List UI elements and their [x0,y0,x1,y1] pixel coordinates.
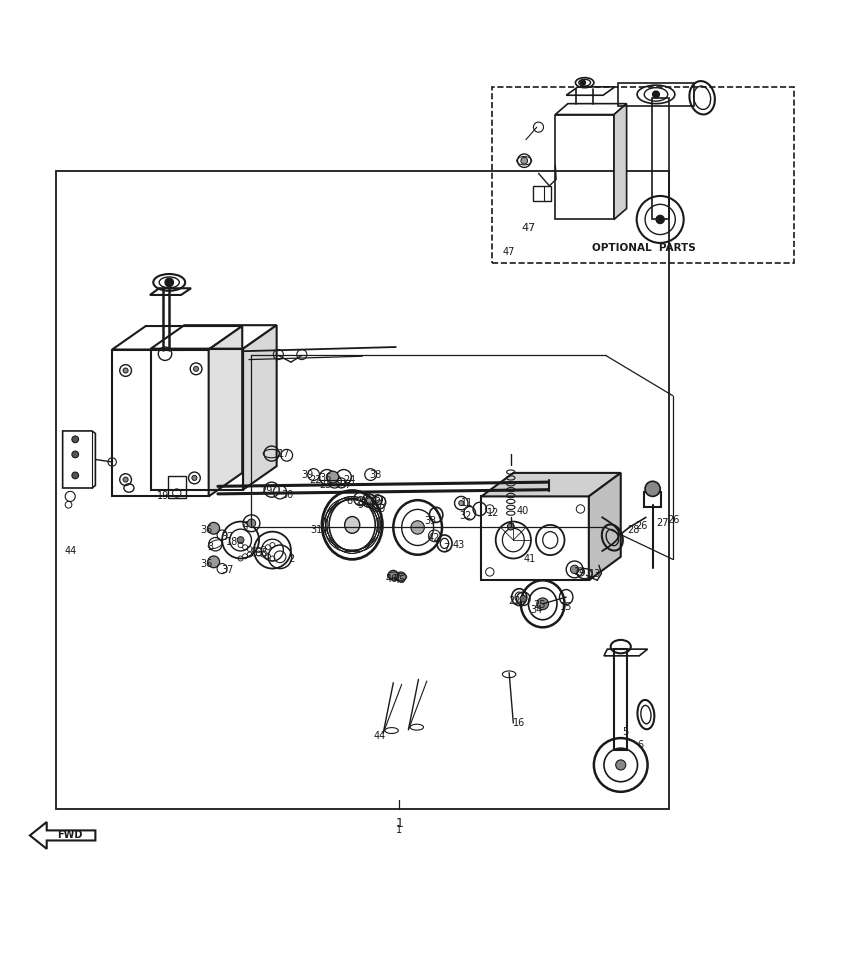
Circle shape [72,451,78,458]
Text: 2: 2 [289,554,295,564]
Text: 24: 24 [343,474,355,485]
Text: 41: 41 [524,554,536,564]
Text: 15: 15 [559,602,572,612]
Polygon shape [482,473,621,497]
Text: 30: 30 [281,490,293,500]
Text: 26: 26 [667,515,679,525]
Circle shape [580,80,585,85]
Text: 38: 38 [369,469,381,479]
Text: 47: 47 [503,247,514,258]
Text: 3: 3 [208,542,214,551]
Text: 44: 44 [374,731,386,741]
Circle shape [192,475,197,480]
Circle shape [123,477,128,482]
Text: 19: 19 [157,491,169,502]
Text: 4: 4 [242,521,249,531]
Text: 28: 28 [626,525,639,535]
Text: 34: 34 [530,605,543,615]
Circle shape [411,521,424,534]
Circle shape [570,565,578,574]
Circle shape [521,157,528,164]
Circle shape [653,91,659,98]
Text: 36: 36 [200,525,213,535]
Text: 22: 22 [310,474,322,485]
Circle shape [376,500,381,505]
Text: 1: 1 [395,817,403,830]
Circle shape [248,519,256,527]
Circle shape [72,472,78,479]
Text: 18: 18 [226,537,238,547]
Text: 39: 39 [301,469,313,479]
Text: 27: 27 [656,518,669,528]
Text: 11: 11 [461,498,473,508]
Text: 1: 1 [396,826,402,835]
Text: FWD: FWD [57,831,83,840]
Text: 46: 46 [386,574,397,584]
Text: 14: 14 [573,567,586,577]
Bar [533,185,551,201]
Circle shape [327,471,338,483]
Circle shape [208,556,220,568]
Polygon shape [589,473,621,581]
Text: 43: 43 [453,540,465,550]
Text: 44: 44 [65,546,77,556]
Text: 21: 21 [355,497,367,508]
Text: 10: 10 [374,504,386,514]
Polygon shape [209,326,242,497]
Polygon shape [614,103,626,220]
Text: 25: 25 [534,599,546,610]
Text: 35: 35 [256,549,269,558]
Circle shape [358,497,363,502]
Bar [56,171,669,808]
Circle shape [72,436,78,443]
Text: 42: 42 [427,533,440,544]
Circle shape [396,572,406,582]
Text: 32: 32 [459,510,472,520]
Circle shape [459,501,464,506]
Circle shape [656,216,664,224]
Circle shape [645,481,660,497]
Text: 16: 16 [514,718,525,728]
Text: 26: 26 [635,521,647,531]
Circle shape [366,498,371,503]
Circle shape [388,570,398,581]
Text: 45: 45 [393,575,406,586]
Circle shape [237,537,244,544]
Text: 6: 6 [637,740,644,750]
Text: 8: 8 [346,497,352,507]
Text: 23: 23 [319,479,331,490]
Polygon shape [243,325,277,490]
Text: 36: 36 [200,558,213,569]
Text: 31: 31 [311,525,322,535]
Circle shape [537,598,548,610]
Text: 47: 47 [522,223,536,233]
Text: 12: 12 [487,508,498,518]
Circle shape [508,523,514,530]
Circle shape [208,522,220,534]
Text: 9: 9 [358,500,364,509]
Text: 17: 17 [279,449,290,460]
Text: 5: 5 [622,727,629,737]
Circle shape [123,368,128,373]
Text: 33: 33 [424,515,436,526]
Circle shape [520,595,527,602]
Text: 20: 20 [374,497,386,508]
Text: 29: 29 [260,486,273,497]
Text: 40: 40 [517,507,529,516]
Text: 13: 13 [589,569,601,579]
Text: 37: 37 [221,532,233,542]
Text: OPTIONAL  PARTS: OPTIONAL PARTS [592,243,695,253]
Text: 36: 36 [319,473,331,483]
Circle shape [165,278,173,287]
Circle shape [194,366,199,371]
Text: 7: 7 [444,544,450,553]
Circle shape [616,760,626,770]
Text: 37: 37 [339,479,352,490]
Text: 22: 22 [509,596,521,606]
Ellipse shape [344,516,360,533]
Bar [168,476,186,498]
Text: 37: 37 [221,565,233,575]
Bar [493,87,795,264]
